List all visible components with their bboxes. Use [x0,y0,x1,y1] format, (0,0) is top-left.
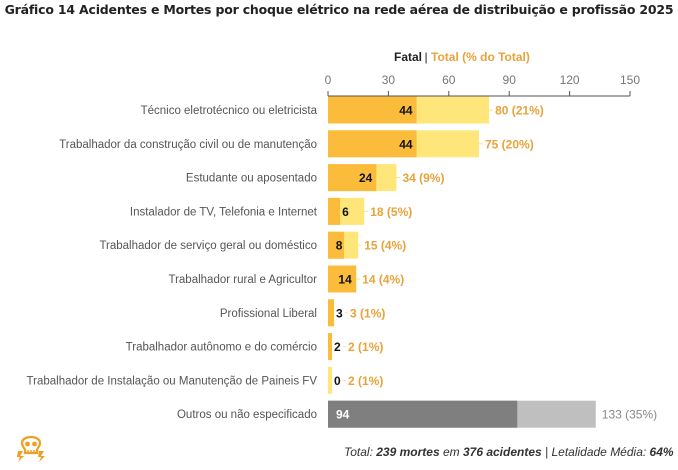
fatal-bar [328,265,357,293]
fatal-value-label: 6 [342,205,349,219]
category-label: Profissional Liberal [220,308,317,320]
category-label: Trabalhador de serviço geral ou doméstic… [99,240,317,252]
x-tick-label: 90 [503,73,517,87]
fatal-value-label: 94 [336,408,350,422]
category-label: Técnico eletrotécnico ou eletricista [141,105,318,117]
fatal-value-label: 3 [336,306,343,320]
fatal-value-label: 14 [338,273,352,287]
category-label: Trabalhador autônomo e do comércio [126,342,317,354]
fatal-bar [328,197,341,225]
skull-lightning-icon [14,429,48,468]
category-label: Outros ou não especificado [177,409,317,421]
fatal-bar [328,130,417,158]
fatal-value-label: 8 [336,239,343,253]
footer-sep: | Letalidade Média: [541,445,650,459]
total-value-label: 80 (21%) [495,104,544,118]
x-tick-label: 0 [325,73,332,87]
fatal-bar [328,164,377,192]
bars: Técnico eletrotécnico ou eletricista 44 80… [27,96,657,428]
category-label: Trabalhador rural e Agricultor [168,274,317,286]
legend-total: Total (% do Total) [431,50,530,64]
fatal-bar [328,400,518,428]
legend-separator: | [424,50,427,64]
total-value-label: 18 (5%) [370,205,412,219]
x-axis: 0 30 60 90 120 150 [325,73,640,97]
footer-lethality: 64% [649,445,674,459]
legend-fatal: Fatal [394,50,422,64]
chart-title: Gráfico 14 Acidentes e Mortes por choque… [4,2,674,17]
bar-chart: Fatal | Total (% do Total) 0 30 60 90 120 150… [27,50,657,428]
total-value-label: 75 (20%) [485,137,534,151]
total-value-label: 133 (35%) [602,408,657,422]
fatal-bar [328,333,333,361]
fatal-value-label: 44 [399,137,413,151]
category-label: Trabalhador da construção civil ou de ma… [59,139,317,151]
fatal-value-label: 0 [334,374,341,388]
fatal-value-label: 24 [359,171,373,185]
total-value-label: 15 (4%) [364,239,406,253]
total-value-label: 14 (4%) [362,273,404,287]
footer-deaths: 239 mortes [376,445,440,459]
category-label: Estudante ou aposentado [186,173,317,185]
footer-accidents: 376 acidentes [462,445,542,459]
category-label: Instalador de TV, Telefonia e Internet [130,206,318,218]
fatal-bar [328,96,417,124]
total-value-label: 2 (1%) [348,340,383,354]
x-tick-label: 120 [560,73,580,87]
x-tick-label: 30 [382,73,396,87]
footer-summary: Total: 239 mortes em 376 acidentes | Let… [344,445,674,459]
legend: Fatal | Total (% do Total) [394,50,530,64]
fatal-value-label: 2 [334,340,341,354]
fatal-bar [328,299,335,327]
fatal-bar [328,231,345,259]
total-value-label: 34 (9%) [402,171,444,185]
category-label: Trabalhador de Instalação ou Manutenção … [27,375,318,387]
footer-mid: em [439,445,463,459]
total-value-label: 2 (1%) [348,374,383,388]
total-bar [328,366,333,394]
total-value-label: 3 (1%) [350,306,385,320]
x-tick-label: 60 [442,73,456,87]
fatal-value-label: 44 [399,104,413,118]
x-tick-label: 150 [620,73,640,87]
footer-prefix: Total: [344,445,377,459]
